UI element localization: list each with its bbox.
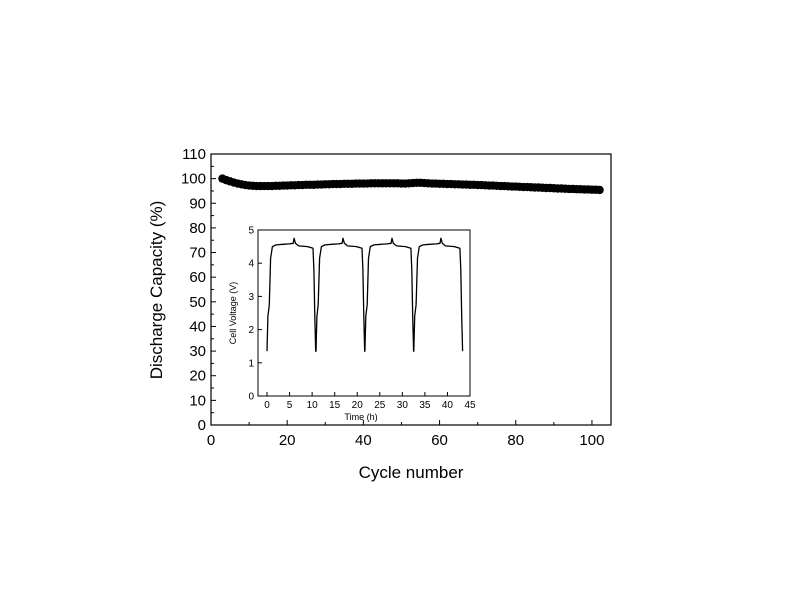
- main-y-tick-label: 10: [189, 392, 206, 409]
- main-y-tick-label: 70: [189, 245, 206, 262]
- inset-x-tick-label: 15: [329, 400, 341, 411]
- main-data-points: [218, 174, 604, 195]
- main-y-tick-label: 110: [182, 146, 206, 163]
- main-y-axis: 0 10 20 30 40 50 60 70 80 90 100 110: [181, 146, 216, 434]
- main-y-tick-label: 90: [189, 195, 206, 212]
- main-y-tick-label: 50: [189, 294, 206, 311]
- main-y-tick-label: 40: [189, 318, 206, 335]
- inset-y-tick-label: 4: [248, 259, 254, 270]
- inset-x-tick-label: 5: [287, 400, 293, 411]
- inset-y-tick-label: 1: [248, 358, 254, 369]
- main-y-tick-label: 80: [189, 220, 206, 237]
- main-y-tick-label: 100: [181, 171, 206, 188]
- main-y-tick-label: 20: [189, 368, 206, 385]
- inset-voltage-line: [266, 237, 464, 352]
- inset-x-axis-label: Time (h): [344, 412, 377, 422]
- inset-y-tick-label: 5: [248, 226, 254, 237]
- main-x-tick-label: 0: [207, 432, 215, 449]
- main-x-tick-label: 60: [431, 432, 448, 449]
- inset-x-tick-label: 30: [397, 400, 409, 411]
- main-data-point: [595, 185, 604, 195]
- main-y-axis-label: Discharge Capacity (%): [147, 201, 166, 380]
- inset-x-tick-label: 20: [352, 400, 364, 411]
- main-x-tick-label: 80: [507, 432, 524, 449]
- inset-plot-frame: [257, 229, 471, 397]
- main-y-tick-label: 0: [198, 417, 206, 434]
- inset-y-tick-label: 2: [248, 325, 254, 336]
- inset-x-tick-label: 25: [374, 400, 386, 411]
- inset-x-tick-label: 40: [442, 400, 454, 411]
- inset-y-axis-label: Cell Voltage (V): [228, 282, 238, 345]
- main-y-tick-label: 30: [189, 343, 206, 360]
- inset-x-axis: 0 5 10 15 20 25 30 35 40 45: [264, 392, 476, 411]
- main-y-tick-label: 60: [189, 269, 206, 286]
- main-x-axis: 0 20 40 60 80 100: [207, 420, 604, 449]
- inset-x-tick-label: 45: [464, 400, 476, 411]
- main-x-axis-label: Cycle number: [359, 463, 464, 482]
- inset-x-tick-label: 10: [307, 400, 319, 411]
- inset-y-tick-label: 3: [248, 292, 254, 303]
- inset-y-tick-label: 0: [248, 392, 254, 403]
- inset-y-axis: 0 1 2 3 4 5: [248, 226, 262, 403]
- inset-x-tick-label: 35: [419, 400, 431, 411]
- main-x-tick-label: 100: [579, 432, 604, 449]
- main-x-tick-label: 40: [355, 432, 372, 449]
- inset-x-tick-label: 0: [264, 400, 270, 411]
- main-x-tick-label: 20: [279, 432, 296, 449]
